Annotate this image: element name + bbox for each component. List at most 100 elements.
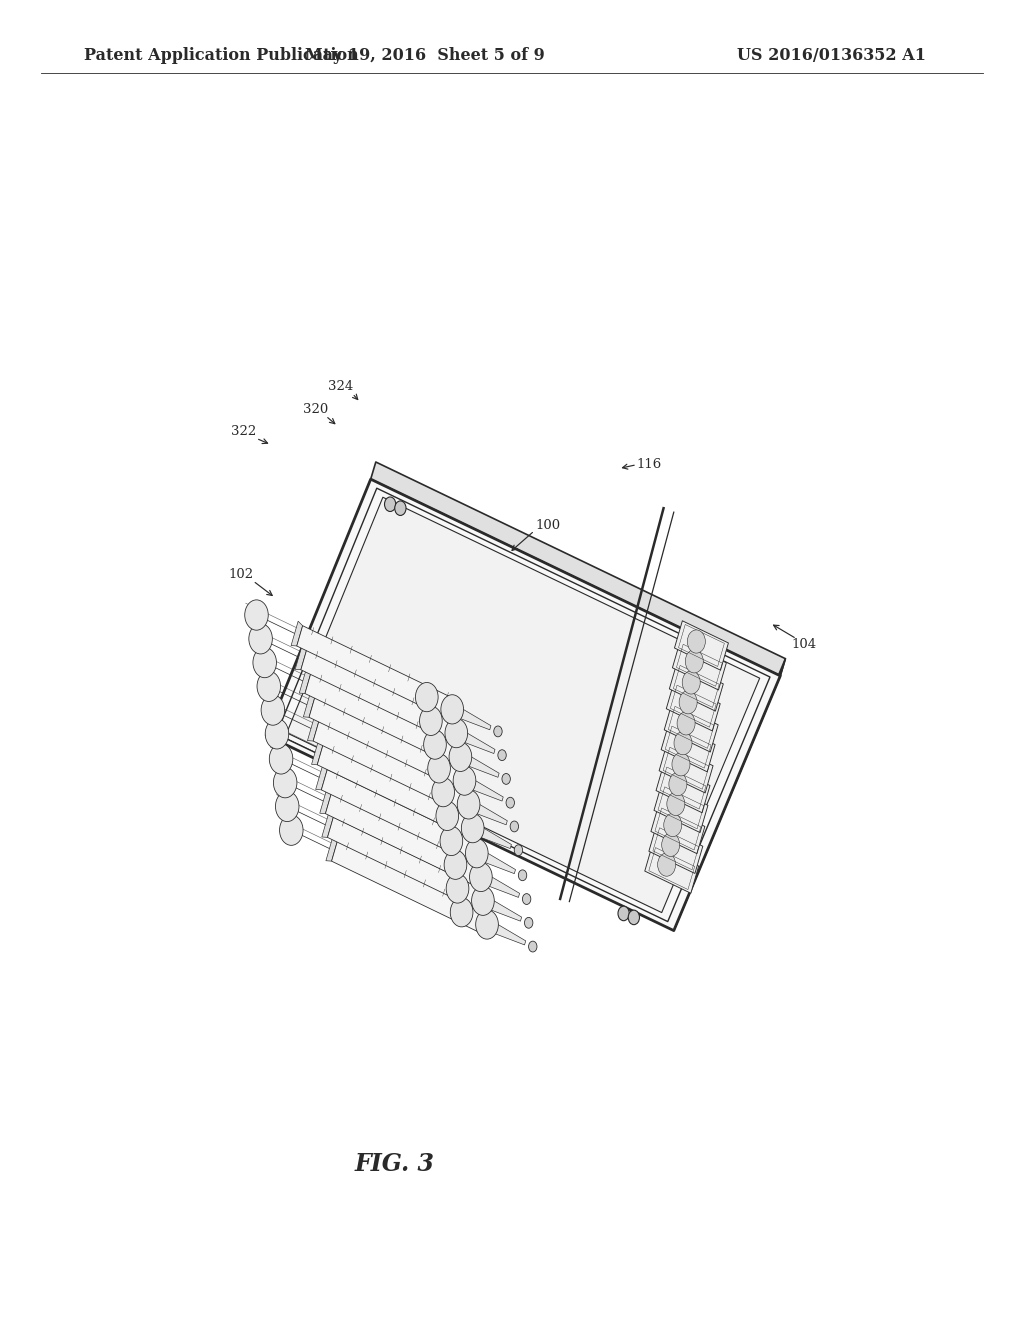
Text: 104: 104 [792,638,816,651]
Circle shape [441,694,464,723]
Circle shape [657,853,676,876]
Polygon shape [297,626,460,722]
Text: US 2016/0136352 A1: US 2016/0136352 A1 [737,48,927,63]
Text: 322: 322 [231,425,256,438]
Polygon shape [328,817,490,913]
Circle shape [506,797,514,808]
Polygon shape [649,824,702,874]
Circle shape [669,772,687,796]
Circle shape [662,833,680,857]
Circle shape [470,862,493,891]
Polygon shape [291,622,303,645]
Circle shape [629,911,639,925]
Polygon shape [476,825,511,849]
Circle shape [667,792,685,816]
Circle shape [444,850,467,879]
Circle shape [472,886,495,915]
Polygon shape [313,721,476,817]
Circle shape [687,630,706,653]
Circle shape [273,767,297,797]
Circle shape [280,814,303,845]
Polygon shape [674,659,785,931]
Circle shape [249,623,272,653]
Circle shape [454,766,476,795]
Circle shape [257,671,281,701]
Circle shape [265,718,289,748]
Polygon shape [332,841,495,937]
Polygon shape [662,722,715,772]
Circle shape [664,813,682,837]
Circle shape [424,730,446,759]
Circle shape [275,791,299,821]
Circle shape [524,917,532,928]
Polygon shape [307,717,319,741]
Polygon shape [326,793,488,890]
Polygon shape [673,640,726,690]
Circle shape [253,647,276,677]
Circle shape [498,750,506,760]
Polygon shape [301,649,464,746]
Polygon shape [472,801,507,825]
Polygon shape [651,804,705,854]
Polygon shape [468,777,503,801]
Polygon shape [645,843,698,894]
Polygon shape [371,462,785,676]
Text: 100: 100 [536,519,560,532]
Circle shape [451,898,473,927]
Circle shape [462,813,484,842]
Circle shape [502,774,510,784]
Polygon shape [480,850,515,874]
Polygon shape [460,730,495,754]
Circle shape [528,941,537,952]
Circle shape [518,870,526,880]
Polygon shape [670,661,723,711]
Text: Patent Application Publication: Patent Application Publication [84,48,358,63]
Circle shape [679,690,697,714]
Text: 324: 324 [329,380,353,393]
Text: FIG. 3: FIG. 3 [354,1152,434,1176]
Circle shape [682,671,700,694]
Circle shape [432,777,455,807]
Polygon shape [299,669,311,693]
Circle shape [245,599,268,630]
Circle shape [685,649,703,673]
Circle shape [269,743,293,774]
Circle shape [395,502,406,516]
Circle shape [458,789,480,818]
Circle shape [674,731,692,755]
Circle shape [677,711,695,735]
Polygon shape [659,743,713,793]
Polygon shape [675,620,728,671]
Circle shape [446,874,469,903]
Polygon shape [305,673,468,770]
Circle shape [672,752,690,776]
Circle shape [420,706,442,735]
Text: 116: 116 [637,458,662,471]
Circle shape [522,894,530,904]
Polygon shape [464,754,499,777]
Circle shape [445,718,468,747]
Polygon shape [654,783,708,833]
Polygon shape [266,479,780,931]
Text: 320: 320 [303,403,328,416]
Circle shape [261,694,285,725]
Polygon shape [665,702,718,752]
Polygon shape [303,693,315,717]
Polygon shape [311,741,324,764]
Polygon shape [317,744,480,841]
Circle shape [416,682,438,711]
Polygon shape [295,645,307,669]
Circle shape [466,838,488,867]
Polygon shape [309,697,472,793]
Circle shape [385,498,395,511]
Polygon shape [667,681,720,731]
Polygon shape [486,898,521,921]
Circle shape [510,821,518,832]
Circle shape [450,742,472,771]
Polygon shape [322,813,334,837]
Text: 102: 102 [228,568,253,581]
Polygon shape [287,498,760,912]
Text: May 19, 2016  Sheet 5 of 9: May 19, 2016 Sheet 5 of 9 [305,48,545,63]
Polygon shape [319,789,332,813]
Circle shape [476,909,499,939]
